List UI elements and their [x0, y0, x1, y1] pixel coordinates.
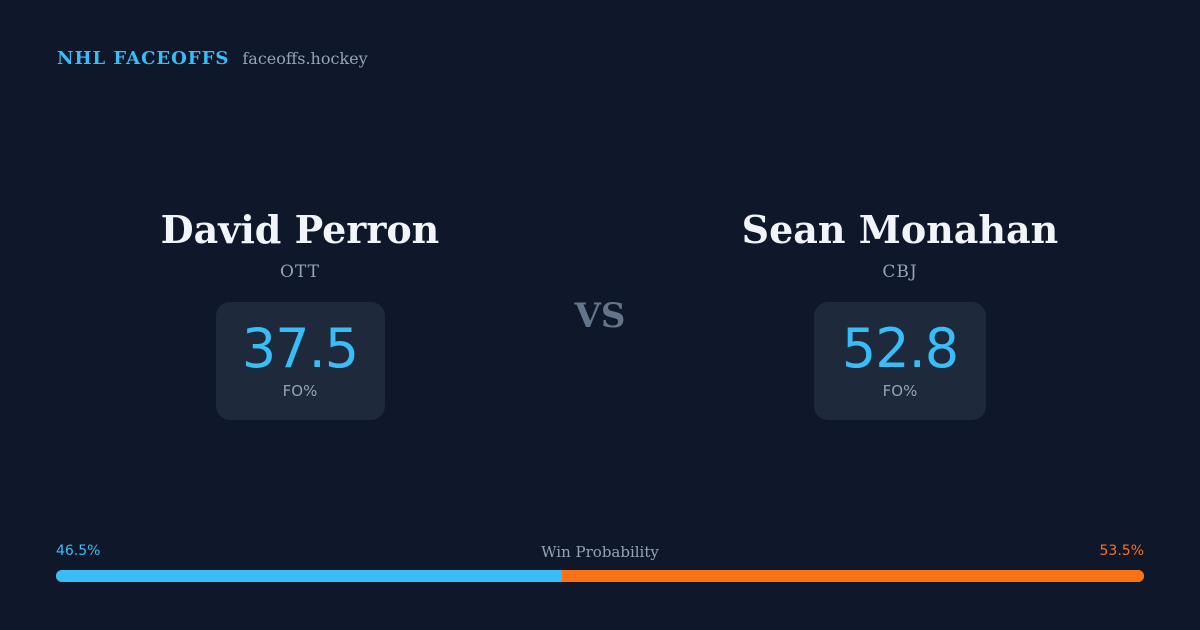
player-card-left: David Perron OTT 37.5 FO%: [90, 202, 510, 420]
win-probability-right: 53.5%: [1099, 543, 1144, 559]
win-probability-title: Win Probability: [541, 543, 659, 561]
player-card-right: Sean Monahan CBJ 52.8 FO%: [690, 202, 1110, 420]
win-probability-labels: 46.5% Win Probability 53.5%: [56, 543, 1144, 563]
team-abbreviation: CBJ: [882, 262, 918, 282]
faceoff-percentage-label: FO%: [282, 382, 318, 400]
player-name: Sean Monahan: [741, 207, 1059, 252]
faceoff-percentage-value: 52.8: [841, 317, 959, 380]
win-probability-fill-right: [561, 570, 1144, 582]
faceoff-percentage-label: FO%: [882, 382, 918, 400]
faceoff-stat-box: 52.8 FO%: [814, 302, 986, 420]
brand-site: faceoffs.hockey: [242, 49, 368, 68]
win-probability-fill-left: [56, 570, 562, 582]
versus-label: VS: [574, 296, 626, 336]
team-abbreviation: OTT: [280, 262, 320, 282]
win-probability-left: 46.5%: [56, 543, 101, 559]
brand-header: NHL FACEOFFS faceoffs.hockey: [57, 48, 368, 69]
faceoff-stat-box: 37.5 FO%: [215, 302, 385, 420]
brand-name: NHL FACEOFFS: [57, 48, 230, 69]
win-probability-bar: [56, 570, 1144, 582]
faceoff-percentage-value: 37.5: [241, 317, 359, 380]
player-name: David Perron: [160, 207, 440, 252]
